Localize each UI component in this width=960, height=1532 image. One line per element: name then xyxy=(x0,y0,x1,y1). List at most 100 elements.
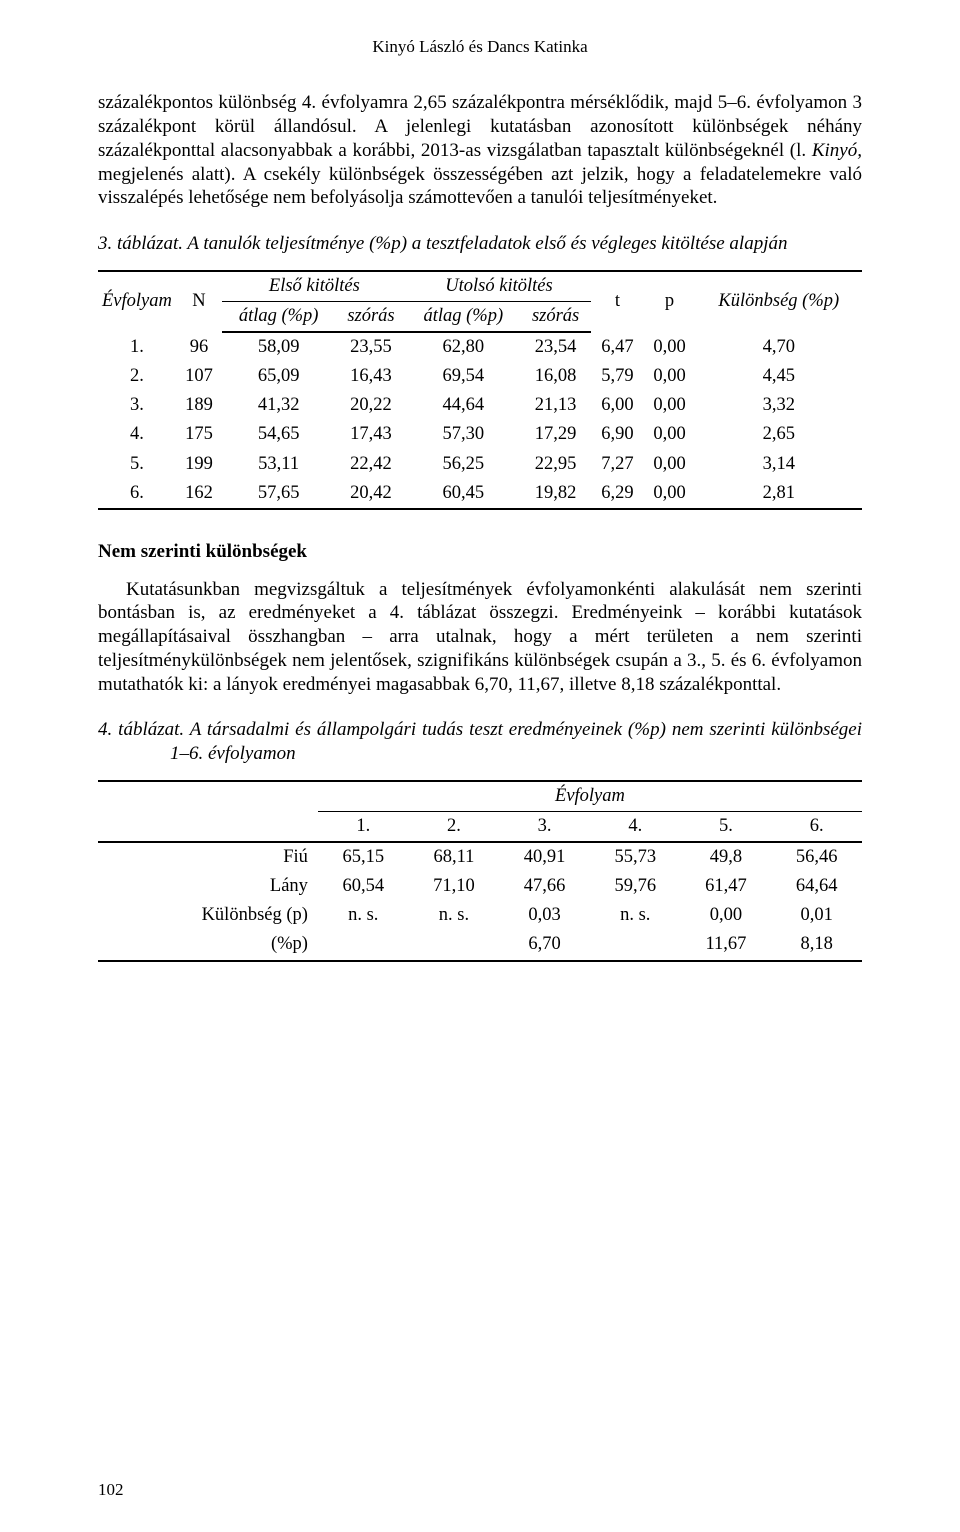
t3-cell: 3,14 xyxy=(696,450,862,479)
t3-cell: 4,70 xyxy=(696,332,862,362)
t4-col: 6. xyxy=(771,811,862,842)
t4-cell: 8,18 xyxy=(771,930,862,960)
table4: Évfolyam 1. 2. 3. 4. 5. 6. Fiú 65,15 68,… xyxy=(98,780,862,962)
t3-head-first: Első kitöltés xyxy=(222,271,407,302)
t3-cell: 54,65 xyxy=(222,420,335,449)
t3-cell: 2,81 xyxy=(696,479,862,509)
table3-caption-text: A tanulók teljesítménye (%p) a tesztfela… xyxy=(187,233,787,254)
t4-cell: 47,66 xyxy=(499,872,590,901)
t4-blank xyxy=(98,781,318,812)
t4-cell: n. s. xyxy=(590,901,681,930)
table3-caption: 3. táblázat. A tanulók teljesítménye (%p… xyxy=(98,232,862,256)
t3-cell: 1. xyxy=(98,332,176,362)
t4-cell xyxy=(318,930,409,960)
t4-col: 4. xyxy=(590,811,681,842)
t3-cell: 0,00 xyxy=(643,450,695,479)
table3-caption-label: 3. táblázat. xyxy=(98,233,187,254)
t4-cell: 56,46 xyxy=(771,842,862,872)
t3-cell: 175 xyxy=(176,420,222,449)
table-row: Lány 60,54 71,10 47,66 59,76 61,47 64,64 xyxy=(98,872,862,901)
t3-cell: 22,42 xyxy=(335,450,406,479)
t3-head-diff: Különbség (%p) xyxy=(696,271,862,332)
t3-cell: 5,79 xyxy=(591,362,643,391)
table4-body: Fiú 65,15 68,11 40,91 55,73 49,8 56,46 L… xyxy=(98,842,862,961)
t3-cell: 6,47 xyxy=(591,332,643,362)
t3-cell: 3. xyxy=(98,391,176,420)
page-container: Kinyó László és Dancs Katinka százalékpo… xyxy=(0,0,960,1532)
t3-cell: 2. xyxy=(98,362,176,391)
t3-head-sd2: szórás xyxy=(520,301,591,332)
t4-cell: 65,15 xyxy=(318,842,409,872)
t3-cell: 4. xyxy=(98,420,176,449)
table-row: 4. 175 54,65 17,43 57,30 17,29 6,90 0,00… xyxy=(98,420,862,449)
t3-cell: 16,43 xyxy=(335,362,406,391)
page-number: 102 xyxy=(98,1479,124,1500)
t3-cell: 3,32 xyxy=(696,391,862,420)
para1-text-a: százalékpontos különbség 4. évfolyamra 2… xyxy=(98,92,862,161)
t3-cell: 17,43 xyxy=(335,420,406,449)
t3-cell: 199 xyxy=(176,450,222,479)
table4-caption-text: A társadalmi és állampolgári tudás teszt… xyxy=(170,719,862,764)
table-row: 1. 96 58,09 23,55 62,80 23,54 6,47 0,00 … xyxy=(98,332,862,362)
t3-cell: 19,82 xyxy=(520,479,591,509)
t3-cell: 7,27 xyxy=(591,450,643,479)
t3-cell: 162 xyxy=(176,479,222,509)
t3-cell: 6,00 xyxy=(591,391,643,420)
t3-cell: 21,13 xyxy=(520,391,591,420)
t4-cell: 55,73 xyxy=(590,842,681,872)
para1-italic: Kinyó, xyxy=(812,140,862,161)
t3-head-mean2: átlag (%p) xyxy=(407,301,520,332)
t3-cell: 60,45 xyxy=(407,479,520,509)
t4-rowlabel: Fiú xyxy=(98,842,318,872)
t4-cell: 59,76 xyxy=(590,872,681,901)
t3-cell: 57,65 xyxy=(222,479,335,509)
t4-cell: 60,54 xyxy=(318,872,409,901)
t4-col: 2. xyxy=(409,811,500,842)
t4-col: 3. xyxy=(499,811,590,842)
t3-cell: 58,09 xyxy=(222,332,335,362)
t3-cell: 44,64 xyxy=(407,391,520,420)
t4-cell xyxy=(590,930,681,960)
t3-cell: 53,11 xyxy=(222,450,335,479)
t3-cell: 6,29 xyxy=(591,479,643,509)
table3: Évfolyam N Első kitöltés Utolsó kitöltés… xyxy=(98,270,862,510)
t3-head-grade: Évfolyam xyxy=(98,271,176,332)
t3-cell: 0,00 xyxy=(643,420,695,449)
table-row: 2. 107 65,09 16,43 69,54 16,08 5,79 0,00… xyxy=(98,362,862,391)
t4-cell: 68,11 xyxy=(409,842,500,872)
table4-caption: 4. táblázat. A társadalmi és állampolgár… xyxy=(98,718,862,766)
t4-cell: 0,01 xyxy=(771,901,862,930)
t3-cell: 20,42 xyxy=(335,479,406,509)
t4-col: 5. xyxy=(681,811,772,842)
para1-text-b: megjelenés alatt). A csekély különbségek… xyxy=(98,164,862,209)
t3-cell: 96 xyxy=(176,332,222,362)
t3-head-last: Utolsó kitöltés xyxy=(407,271,592,302)
t3-cell: 2,65 xyxy=(696,420,862,449)
t4-cell xyxy=(409,930,500,960)
t3-cell: 6. xyxy=(98,479,176,509)
table-row: 5. 199 53,11 22,42 56,25 22,95 7,27 0,00… xyxy=(98,450,862,479)
t4-cell: 49,8 xyxy=(681,842,772,872)
t3-cell: 0,00 xyxy=(643,391,695,420)
t4-blank xyxy=(98,811,318,842)
t3-head-t: t xyxy=(591,271,643,332)
t3-head-p: p xyxy=(643,271,695,332)
t4-rowlabel: (%p) xyxy=(98,930,318,960)
t3-cell: 62,80 xyxy=(407,332,520,362)
paragraph-2: Kutatásunkban megvizsgáltuk a teljesítmé… xyxy=(98,578,862,697)
t3-cell: 0,00 xyxy=(643,479,695,509)
t4-cell: n. s. xyxy=(318,901,409,930)
t3-cell: 16,08 xyxy=(520,362,591,391)
running-head: Kinyó László és Dancs Katinka xyxy=(98,36,862,57)
t3-cell: 23,54 xyxy=(520,332,591,362)
t4-cell: 0,00 xyxy=(681,901,772,930)
t3-head-n: N xyxy=(176,271,222,332)
t3-head-sd1: szórás xyxy=(335,301,406,332)
t4-head-grade: Évfolyam xyxy=(318,781,862,812)
t3-head-mean1: átlag (%p) xyxy=(222,301,335,332)
t3-cell: 69,54 xyxy=(407,362,520,391)
t4-cell: 40,91 xyxy=(499,842,590,872)
t3-cell: 57,30 xyxy=(407,420,520,449)
t3-cell: 6,90 xyxy=(591,420,643,449)
t4-cell: 71,10 xyxy=(409,872,500,901)
